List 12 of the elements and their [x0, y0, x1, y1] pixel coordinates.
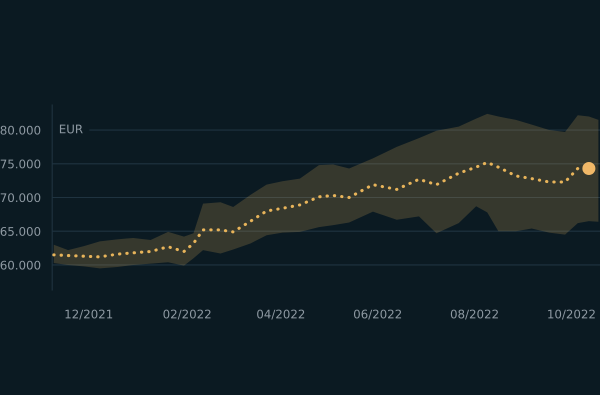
y-tick-label: 65.000 [0, 226, 40, 236]
x-tick-label: 10/2022 [548, 310, 595, 320]
x-tick-label: 12/2021 [65, 310, 112, 320]
y-tick-label: 70.000 [0, 193, 40, 202]
y-tick-label: 75.000 [0, 159, 40, 168]
y-tick-label: 60.000 [0, 260, 40, 270]
y-tick-label: 80.000 [0, 126, 40, 135]
x-tick-label: 04/2022 [257, 310, 304, 320]
x-tick-label: 06/2022 [354, 310, 402, 320]
x-tick-label: 02/2022 [163, 310, 211, 320]
y-axis-title: EUR [60, 124, 83, 134]
x-tick-label: 08/2022 [450, 310, 498, 320]
